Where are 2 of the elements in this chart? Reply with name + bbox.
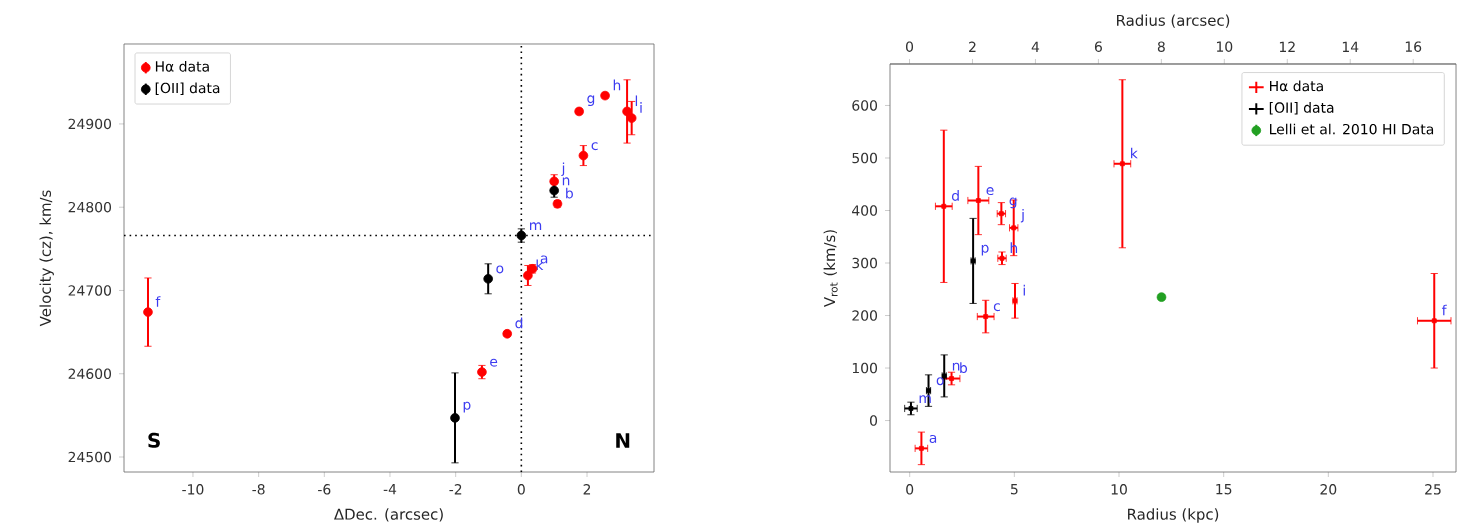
annotation: N xyxy=(616,433,630,448)
annotation: S xyxy=(148,432,160,448)
